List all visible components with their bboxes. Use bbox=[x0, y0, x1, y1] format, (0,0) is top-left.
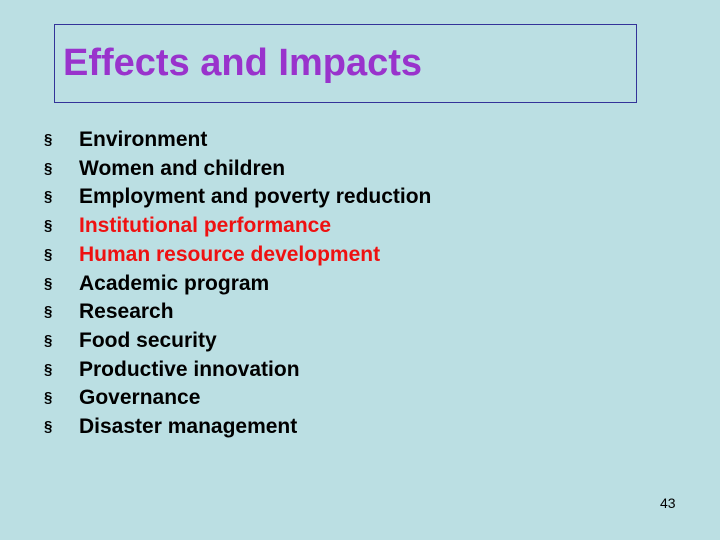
title-box: Effects and Impacts bbox=[54, 24, 637, 103]
page-number: 43 bbox=[660, 495, 676, 511]
bullet: § bbox=[44, 274, 53, 292]
list-item: Women and children bbox=[79, 156, 286, 180]
bullet: § bbox=[44, 131, 53, 148]
bullet: § bbox=[44, 245, 53, 263]
list-item: Human resource development bbox=[79, 242, 381, 266]
list-item: Academic program bbox=[79, 271, 270, 295]
bullet: § bbox=[44, 418, 53, 435]
slide-title: Effects and Impacts bbox=[63, 42, 422, 84]
bullet: § bbox=[44, 303, 53, 321]
list-item: Governance bbox=[79, 386, 201, 410]
list-item: Research bbox=[79, 300, 174, 324]
list-item: Employment and poverty reduction bbox=[79, 185, 432, 209]
list-item: Disaster management bbox=[79, 415, 298, 438]
bullet: § bbox=[44, 331, 53, 349]
bullet: § bbox=[44, 360, 53, 378]
list-item: Food security bbox=[79, 328, 217, 352]
bullet: § bbox=[44, 188, 53, 206]
bullet: § bbox=[44, 217, 53, 235]
bullet: § bbox=[44, 159, 53, 177]
list-item: Institutional performance bbox=[79, 214, 332, 238]
list-item: Productive innovation bbox=[79, 357, 300, 381]
bullet: § bbox=[44, 389, 53, 407]
list-item: Environment bbox=[79, 128, 208, 151]
